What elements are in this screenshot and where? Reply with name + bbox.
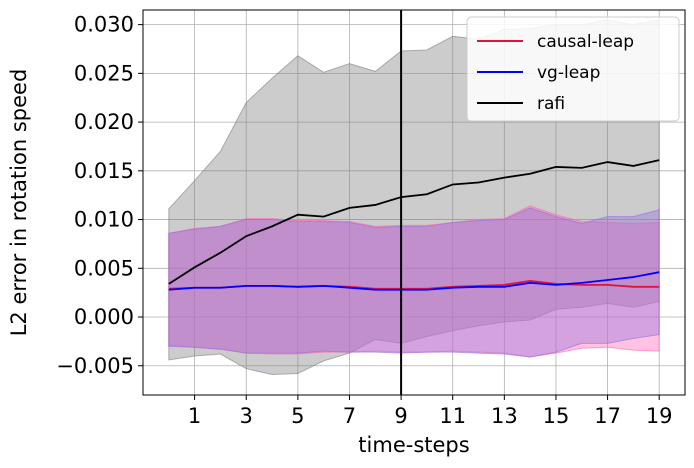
y-tick-label: 0.000 — [74, 305, 134, 329]
x-tick-label: 7 — [343, 404, 356, 428]
legend: causal-leap vg-leap rafi — [466, 16, 680, 122]
y-tick-label: 0.030 — [74, 13, 134, 37]
band-vg-leap — [168, 207, 660, 358]
y-tick-label: 0.015 — [74, 159, 134, 183]
x-tick-label: 5 — [291, 404, 304, 428]
band-causal-leap — [168, 205, 660, 358]
x-tick-label: 17 — [594, 404, 621, 428]
y-tick-label: 0.020 — [74, 110, 134, 134]
y-tick-label: 0.010 — [74, 208, 134, 232]
legend-label-causal-leap: causal-leap — [537, 32, 634, 52]
x-tick-label: 11 — [439, 404, 466, 428]
legend-box — [466, 16, 680, 122]
x-tick-label: 9 — [394, 404, 407, 428]
x-tick-label: 13 — [491, 404, 518, 428]
y-axis-ticks: −0.005 0.000 0.005 0.010 0.015 0.020 0.025 0.03… — [56, 13, 143, 378]
y-tick-label: 0.005 — [74, 256, 134, 280]
x-tick-label: 15 — [543, 404, 570, 428]
y-tick-label: 0.025 — [74, 61, 134, 85]
y-tick-label: −0.005 — [56, 354, 134, 378]
series-lines — [168, 159, 660, 291]
y-axis-label: L2 error in rotation speed — [7, 69, 31, 337]
x-tick-label: 19 — [646, 404, 673, 428]
x-axis-label: time-steps — [358, 433, 469, 457]
x-axis-ticks: 1 3 5 7 9 11 13 15 17 19 — [188, 395, 673, 428]
legend-label-vg-leap: vg-leap — [537, 63, 600, 83]
x-tick-label: 1 — [188, 404, 201, 428]
plot-frame — [142, 9, 686, 396]
series-line-vg-leap — [168, 271, 660, 291]
legend-label-rafi: rafi — [537, 94, 565, 114]
series-line-rafi — [168, 159, 660, 285]
x-tick-label: 3 — [240, 404, 253, 428]
